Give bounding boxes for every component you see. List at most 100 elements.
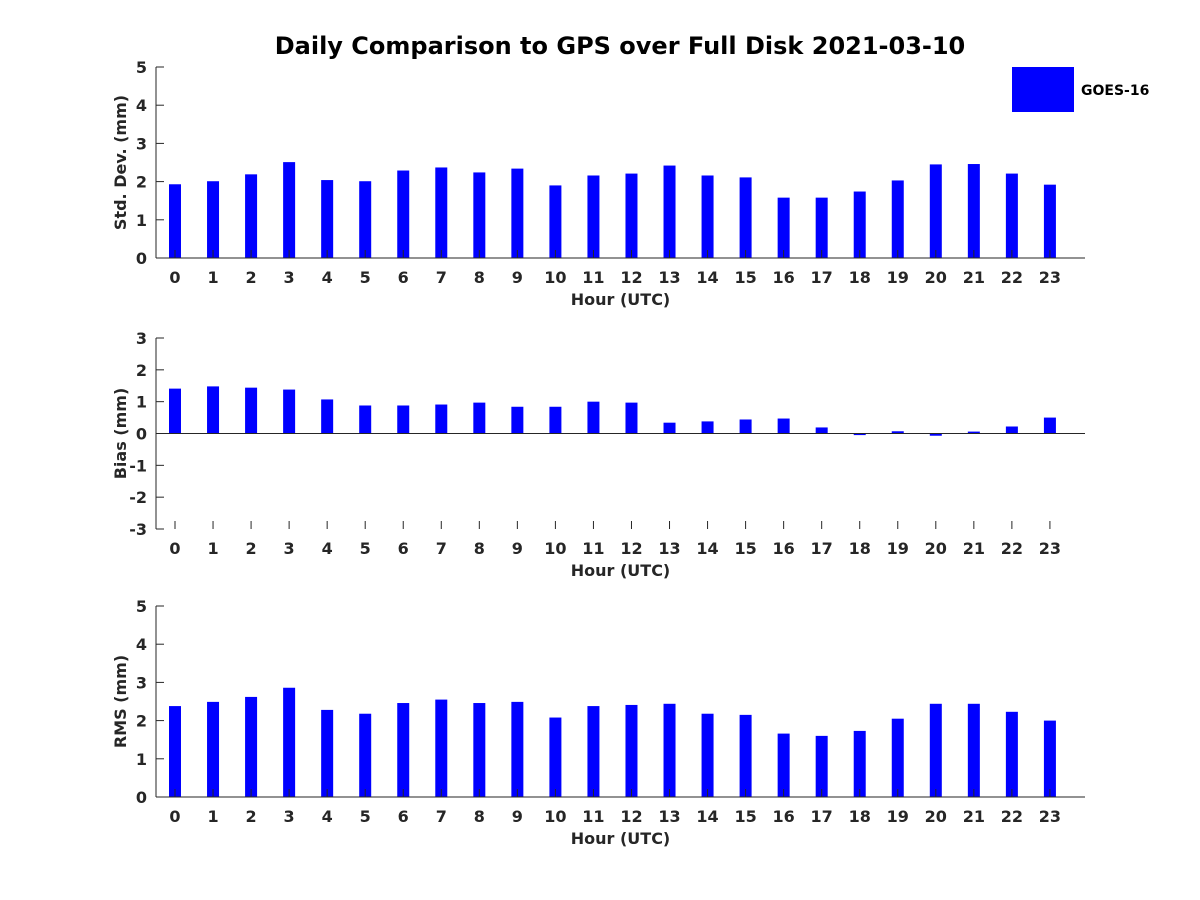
rms-xtick-label: 19 <box>887 807 909 826</box>
rms-ytick-label: 4 <box>136 635 147 654</box>
std-dev-bar-10 <box>549 185 562 258</box>
bias-xlabel: Hour (UTC) <box>571 561 671 580</box>
bias-xtick-label: 4 <box>322 539 333 558</box>
rms-bar-6 <box>397 703 410 797</box>
bias-bar-5 <box>359 405 372 434</box>
std-dev-bar-6 <box>397 170 410 258</box>
rms-ytick-label: 3 <box>136 673 147 692</box>
bias-xtick-label: 22 <box>1001 539 1023 558</box>
legend-label: GOES-16 <box>1081 83 1149 99</box>
bias-xtick-label: 15 <box>734 539 756 558</box>
rms-bar-2 <box>245 696 258 797</box>
legend: GOES-16 <box>1012 67 1149 112</box>
std-dev-xtick-label: 23 <box>1039 268 1061 287</box>
std-dev-bar-21 <box>967 164 980 258</box>
rms-xtick-label: 12 <box>620 807 642 826</box>
std-dev-xtick-label: 8 <box>474 268 485 287</box>
rms-xtick-label: 22 <box>1001 807 1023 826</box>
std-dev-xtick-label: 7 <box>436 268 447 287</box>
bias-bar-22 <box>1005 426 1018 434</box>
std-dev-bar-17 <box>815 197 828 258</box>
bias-ytick-label: -2 <box>129 488 147 507</box>
rms-xtick-label: 6 <box>398 807 409 826</box>
std-dev-bar-20 <box>929 164 942 258</box>
rms-bar-9 <box>511 701 524 797</box>
std-dev-xtick-label: 18 <box>849 268 871 287</box>
rms-xtick-label: 23 <box>1039 807 1061 826</box>
rms-bar-23 <box>1043 720 1056 797</box>
rms-xtick-label: 11 <box>582 807 604 826</box>
bias-bar-10 <box>549 406 562 434</box>
std-dev-bar-3 <box>283 162 296 258</box>
rms-xtick-label: 17 <box>811 807 833 826</box>
bias-ylabel: Bias (mm) <box>111 388 130 480</box>
rms-bar-0 <box>169 706 181 797</box>
bias-xtick-label: 12 <box>620 539 642 558</box>
bias-ytick-label: 1 <box>136 393 147 412</box>
bias-ytick-label: 2 <box>136 361 147 380</box>
bias-xtick-label: 17 <box>811 539 833 558</box>
std-dev-ytick-label: 4 <box>136 96 147 115</box>
rms-ytick-label: 1 <box>136 750 147 769</box>
bias-bar-4 <box>321 399 334 434</box>
bias-xtick-label: 6 <box>398 539 409 558</box>
std-dev-bar-7 <box>435 167 448 258</box>
std-dev-xtick-label: 22 <box>1001 268 1023 287</box>
rms-bar-19 <box>891 718 904 797</box>
std-dev-ytick-label: 0 <box>136 249 147 268</box>
bias-xtick-label: 0 <box>169 539 180 558</box>
rms-bar-17 <box>815 735 828 797</box>
bias-bar-17 <box>815 427 828 434</box>
bias-xtick-label: 23 <box>1039 539 1061 558</box>
bias-xtick-label: 10 <box>544 539 566 558</box>
rms-xtick-label: 4 <box>322 807 333 826</box>
bias-ytick-label: 0 <box>136 425 147 444</box>
rms-bar-18 <box>853 730 866 797</box>
rms-bar-12 <box>625 704 638 797</box>
bias-bar-6 <box>397 405 410 434</box>
rms-bar-8 <box>473 703 486 797</box>
std-dev-xtick-label: 12 <box>620 268 642 287</box>
std-dev-xtick-label: 5 <box>360 268 371 287</box>
bias-ytick-label: 3 <box>136 329 147 348</box>
std-dev-xtick-label: 6 <box>398 268 409 287</box>
legend-swatch <box>1012 67 1074 112</box>
bias-xtick-label: 19 <box>887 539 909 558</box>
rms-bar-7 <box>435 699 448 797</box>
rms-ytick-label: 2 <box>136 712 147 731</box>
rms-bar-16 <box>777 733 790 797</box>
std-dev-ytick-label: 2 <box>136 173 147 192</box>
std-dev-bar-22 <box>1005 173 1018 258</box>
std-dev-bar-0 <box>169 184 181 258</box>
std-dev-bar-11 <box>587 175 600 258</box>
rms-bar-15 <box>739 714 752 797</box>
std-dev-xtick-label: 4 <box>322 268 333 287</box>
std-dev-xtick-label: 0 <box>169 268 180 287</box>
rms-xtick-label: 15 <box>734 807 756 826</box>
std-dev-xtick-label: 14 <box>696 268 718 287</box>
rms-bar-11 <box>587 706 600 797</box>
rms-xtick-label: 3 <box>284 807 295 826</box>
bias-bar-2 <box>245 387 258 434</box>
bias-xtick-label: 18 <box>849 539 871 558</box>
bias-xtick-label: 2 <box>246 539 257 558</box>
rms-xtick-label: 13 <box>658 807 680 826</box>
std-dev-xlabel: Hour (UTC) <box>571 290 671 309</box>
std-dev-xtick-label: 21 <box>963 268 985 287</box>
rms-xtick-label: 5 <box>360 807 371 826</box>
bias-bar-19 <box>891 431 904 434</box>
rms-xtick-label: 10 <box>544 807 566 826</box>
bias-xtick-label: 1 <box>207 539 218 558</box>
std-dev-bar-19 <box>891 180 904 258</box>
rms-xtick-label: 21 <box>963 807 985 826</box>
bias-bar-13 <box>663 422 676 434</box>
bias-bar-8 <box>473 402 486 434</box>
chart-title: Daily Comparison to GPS over Full Disk 2… <box>275 32 966 60</box>
rms-bar-22 <box>1005 711 1018 797</box>
std-dev-bar-8 <box>473 172 486 258</box>
std-dev-xtick-label: 15 <box>734 268 756 287</box>
rms-ylabel: RMS (mm) <box>111 655 130 748</box>
bias-ytick-label: -1 <box>129 456 147 475</box>
